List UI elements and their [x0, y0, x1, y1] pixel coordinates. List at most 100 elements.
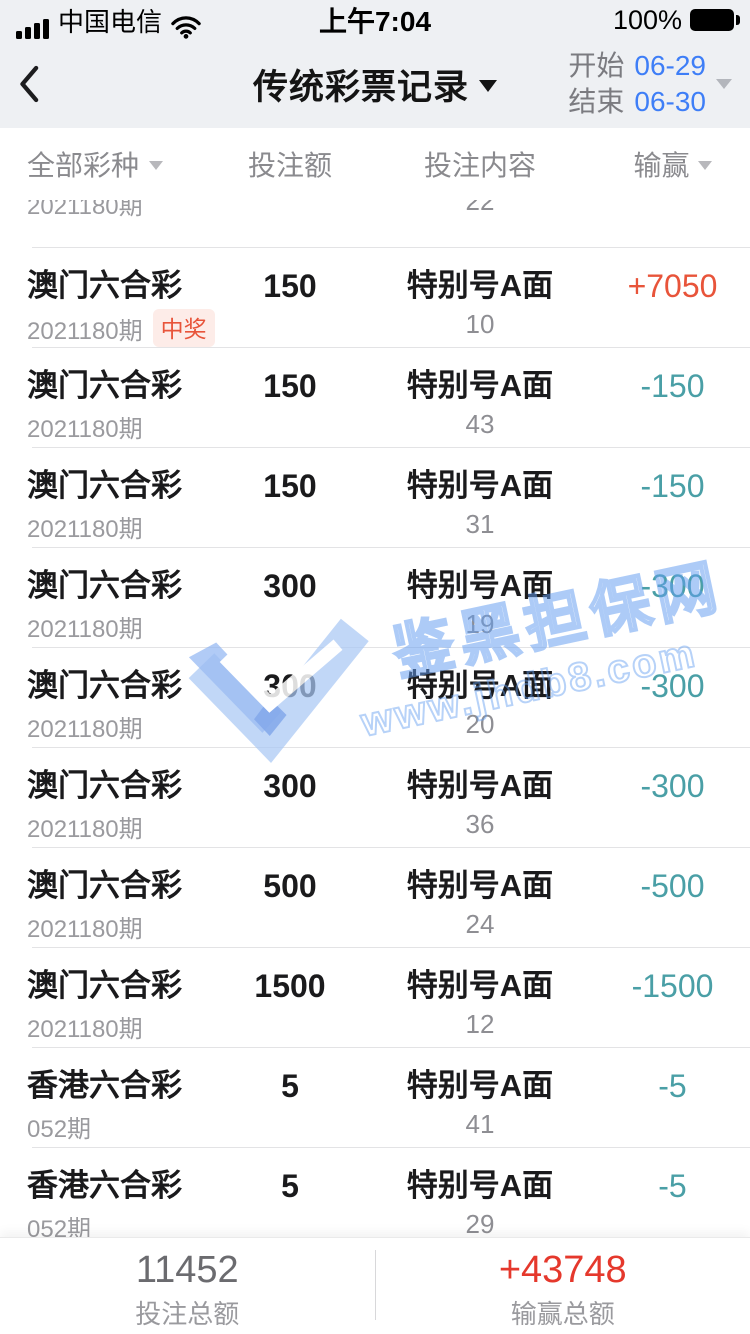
bet-amount: 150 [263, 368, 317, 404]
record-row[interactable]: 澳门六合彩 2021180期 中奖 150 特别号A面 10 +7050 [0, 248, 750, 348]
nav-bar: 传统彩票记录 开始 06-29 结束 06-30 [0, 40, 750, 128]
column-header-bet-content: 投注内容 [423, 150, 536, 181]
bet-content: 特别号A面 [406, 668, 554, 703]
bet-content: 特别号A面 [406, 768, 554, 803]
period-label: 2021180期 [27, 516, 143, 543]
win-badge: 中奖 [152, 309, 215, 347]
summary-bar: 11452 投注总额 +43748 输赢总额 [0, 1237, 750, 1334]
lottery-name: 澳门六合彩 [27, 868, 182, 903]
lottery-type-label: 全部彩种 [27, 150, 140, 181]
winloss-value: -300 [640, 668, 705, 704]
period-label: 052期 [27, 1116, 92, 1143]
record-row[interactable]: 澳门六合彩 2021180期 150 特别号A面 43 -150 [0, 348, 750, 448]
bet-amount: 300 [263, 668, 317, 704]
winloss-label: 输赢 [633, 150, 690, 181]
record-row[interactable]: 澳门六合彩 2021180期 300 特别号A面 36 -300 [0, 748, 750, 848]
bet-content: 特别号A面 [406, 1068, 554, 1103]
bet-content: 特别号A面 [406, 968, 554, 1003]
battery-percent: 100% [612, 4, 682, 35]
bet-number: 12 [465, 1009, 495, 1039]
bet-number: 29 [465, 1209, 495, 1239]
start-date-value: 06-29 [634, 50, 706, 81]
bet-number: 24 [465, 909, 495, 939]
bet-amount: 1500 [254, 968, 326, 1004]
record-row[interactable]: 澳门六合彩 2021180期 300 特别号A面 20 -300 [0, 648, 750, 748]
row-divider [32, 647, 750, 648]
bet-amount: 150 [263, 468, 317, 504]
lottery-name: 澳门六合彩 [27, 668, 182, 703]
lottery-name: 澳门六合彩 [27, 568, 182, 603]
bet-amount: 5 [281, 1168, 299, 1204]
total-winloss-label: 输赢总额 [510, 1299, 615, 1329]
winloss-value: -150 [640, 368, 705, 404]
row-divider [32, 1047, 750, 1048]
cell-signal-icon [16, 18, 49, 39]
row-divider [32, 747, 750, 748]
row-divider [32, 947, 750, 948]
winloss-value: +7050 [627, 268, 718, 304]
bet-number: 43 [465, 409, 495, 439]
bet-amount: 150 [263, 268, 317, 304]
record-row[interactable]: 澳门六合彩 2021180期 1500 特别号A面 12 -1500 [0, 948, 750, 1048]
date-caret-icon [716, 79, 732, 89]
bet-content: 特别号A面 [406, 468, 554, 503]
bet-number: 20 [465, 709, 495, 739]
total-bet-summary: 11452 投注总额 [0, 1238, 375, 1334]
record-row[interactable]: 澳门六合彩 2021180期 150 特别号A面 31 -150 [0, 448, 750, 548]
summary-divider [374, 1250, 376, 1320]
wifi-icon [171, 15, 201, 39]
top-chrome: 中国电信 上午7:04 100% 传统彩 [0, 0, 750, 128]
status-bar: 中国电信 上午7:04 100% [0, 0, 750, 40]
filter-caret-icon [149, 160, 164, 170]
bet-content: 特别号A面 [406, 568, 554, 603]
record-list: 2021180期 22 澳门六合彩 2021180期 中奖 150 特别号A面 … [0, 200, 750, 1248]
back-button[interactable] [18, 54, 64, 114]
period-label: 2021180期 [27, 716, 143, 743]
back-chevron-icon [20, 65, 39, 103]
sort-caret-icon [697, 160, 712, 170]
bet-content: 特别号A面 [406, 368, 554, 403]
winloss-value: -5 [658, 1168, 687, 1204]
carrier-label: 中国电信 [58, 6, 163, 37]
date-range-picker[interactable]: 开始 06-29 结束 06-30 [568, 49, 732, 119]
record-row-partial[interactable]: 2021180期 22 [0, 200, 750, 248]
bet-number: 31 [465, 509, 495, 539]
winloss-value: -5 [658, 1068, 687, 1104]
winloss-sort[interactable]: 输赢 [595, 144, 750, 184]
record-row[interactable]: 澳门六合彩 2021180期 500 特别号A面 24 -500 [0, 848, 750, 948]
battery-icon [690, 9, 740, 31]
end-date-value: 06-30 [634, 86, 706, 117]
period-label: 2021180期 [27, 916, 143, 943]
total-winloss-summary: +43748 输赢总额 [376, 1238, 750, 1334]
record-row[interactable]: 香港六合彩 052期 5 特别号A面 29 -5 [0, 1148, 750, 1248]
period-label: 2021180期 [27, 1016, 143, 1043]
title-caret-icon [479, 80, 498, 92]
bet-number: 10 [465, 309, 495, 339]
lottery-type-filter[interactable]: 全部彩种 [0, 144, 215, 184]
record-row[interactable]: 澳门六合彩 2021180期 300 特别号A面 19 -300 [0, 548, 750, 648]
winloss-value: -500 [640, 868, 705, 904]
lottery-name: 澳门六合彩 [27, 468, 182, 503]
row-divider [32, 447, 750, 448]
bet-content: 特别号A面 [406, 1168, 554, 1203]
winloss-value: -1500 [631, 968, 714, 1004]
period-label: 2021180期 [27, 416, 143, 443]
period-label: 2021180期 [27, 200, 143, 220]
page-title: 传统彩票记录 [252, 67, 470, 107]
row-divider [32, 347, 750, 348]
total-bet-value: 11452 [135, 1249, 239, 1291]
total-bet-label: 投注总额 [135, 1299, 240, 1329]
row-divider [32, 547, 750, 548]
lottery-name: 香港六合彩 [27, 1168, 182, 1203]
rows-container: 澳门六合彩 2021180期 中奖 150 特别号A面 10 +7050 澳门六… [0, 248, 750, 1248]
clock: 上午7:04 [318, 6, 432, 37]
record-row[interactable]: 香港六合彩 052期 5 特别号A面 41 -5 [0, 1048, 750, 1148]
row-divider [32, 247, 750, 248]
end-date-label: 结束 [568, 86, 625, 117]
period-label: 2021180期 [27, 816, 143, 843]
title-dropdown[interactable]: 传统彩票记录 [252, 59, 498, 110]
bet-amount: 5 [281, 1068, 299, 1104]
winloss-value: -300 [640, 768, 705, 804]
bet-number: 19 [465, 609, 495, 639]
lottery-name: 澳门六合彩 [27, 768, 182, 803]
